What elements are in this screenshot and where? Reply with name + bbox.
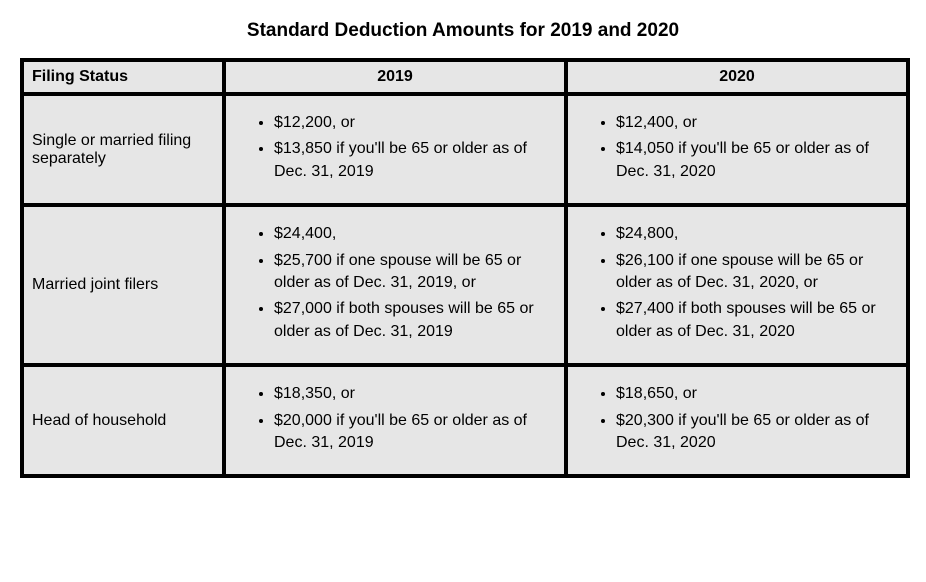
list-item: $27,000 if both spouses will be 65 or ol… xyxy=(274,298,556,343)
status-cell: Married joint filers xyxy=(23,206,223,364)
list-item: $20,000 if you'll be 65 or older as of D… xyxy=(274,410,556,455)
list-item: $27,400 if both spouses will be 65 or ol… xyxy=(616,298,898,343)
status-cell: Single or married filing separately xyxy=(23,95,223,204)
bullet-list: $24,800, $26,100 if one spouse will be 6… xyxy=(576,223,898,343)
bullet-list: $18,650, or $20,300 if you'll be 65 or o… xyxy=(576,383,898,454)
deduction-table: Filing Status 2019 2020 Single or marrie… xyxy=(20,58,910,478)
list-item: $20,300 if you'll be 65 or older as of D… xyxy=(616,410,898,455)
cell-2019: $18,350, or $20,000 if you'll be 65 or o… xyxy=(225,366,565,475)
list-item: $14,050 if you'll be 65 or older as of D… xyxy=(616,138,898,183)
list-item: $25,700 if one spouse will be 65 or olde… xyxy=(274,250,556,295)
list-item: $12,200, or xyxy=(274,112,556,134)
table-header-row: Filing Status 2019 2020 xyxy=(23,61,907,93)
bullet-list: $24,400, $25,700 if one spouse will be 6… xyxy=(234,223,556,343)
col-header-2020: 2020 xyxy=(567,61,907,93)
list-item: $18,350, or xyxy=(274,383,556,405)
bullet-list: $12,200, or $13,850 if you'll be 65 or o… xyxy=(234,112,556,183)
cell-2020: $24,800, $26,100 if one spouse will be 6… xyxy=(567,206,907,364)
list-item: $18,650, or xyxy=(616,383,898,405)
list-item: $26,100 if one spouse will be 65 or olde… xyxy=(616,250,898,295)
list-item: $24,400, xyxy=(274,223,556,245)
col-header-filing-status: Filing Status xyxy=(23,61,223,93)
table-row: Single or married filing separately $12,… xyxy=(23,95,907,204)
col-header-2019: 2019 xyxy=(225,61,565,93)
cell-2019: $12,200, or $13,850 if you'll be 65 or o… xyxy=(225,95,565,204)
table-row: Head of household $18,350, or $20,000 if… xyxy=(23,366,907,475)
list-item: $12,400, or xyxy=(616,112,898,134)
status-cell: Head of household xyxy=(23,366,223,475)
cell-2020: $12,400, or $14,050 if you'll be 65 or o… xyxy=(567,95,907,204)
bullet-list: $12,400, or $14,050 if you'll be 65 or o… xyxy=(576,112,898,183)
list-item: $13,850 if you'll be 65 or older as of D… xyxy=(274,138,556,183)
table-row: Married joint filers $24,400, $25,700 if… xyxy=(23,206,907,364)
cell-2019: $24,400, $25,700 if one spouse will be 6… xyxy=(225,206,565,364)
list-item: $24,800, xyxy=(616,223,898,245)
page-title: Standard Deduction Amounts for 2019 and … xyxy=(20,20,906,42)
bullet-list: $18,350, or $20,000 if you'll be 65 or o… xyxy=(234,383,556,454)
cell-2020: $18,650, or $20,300 if you'll be 65 or o… xyxy=(567,366,907,475)
